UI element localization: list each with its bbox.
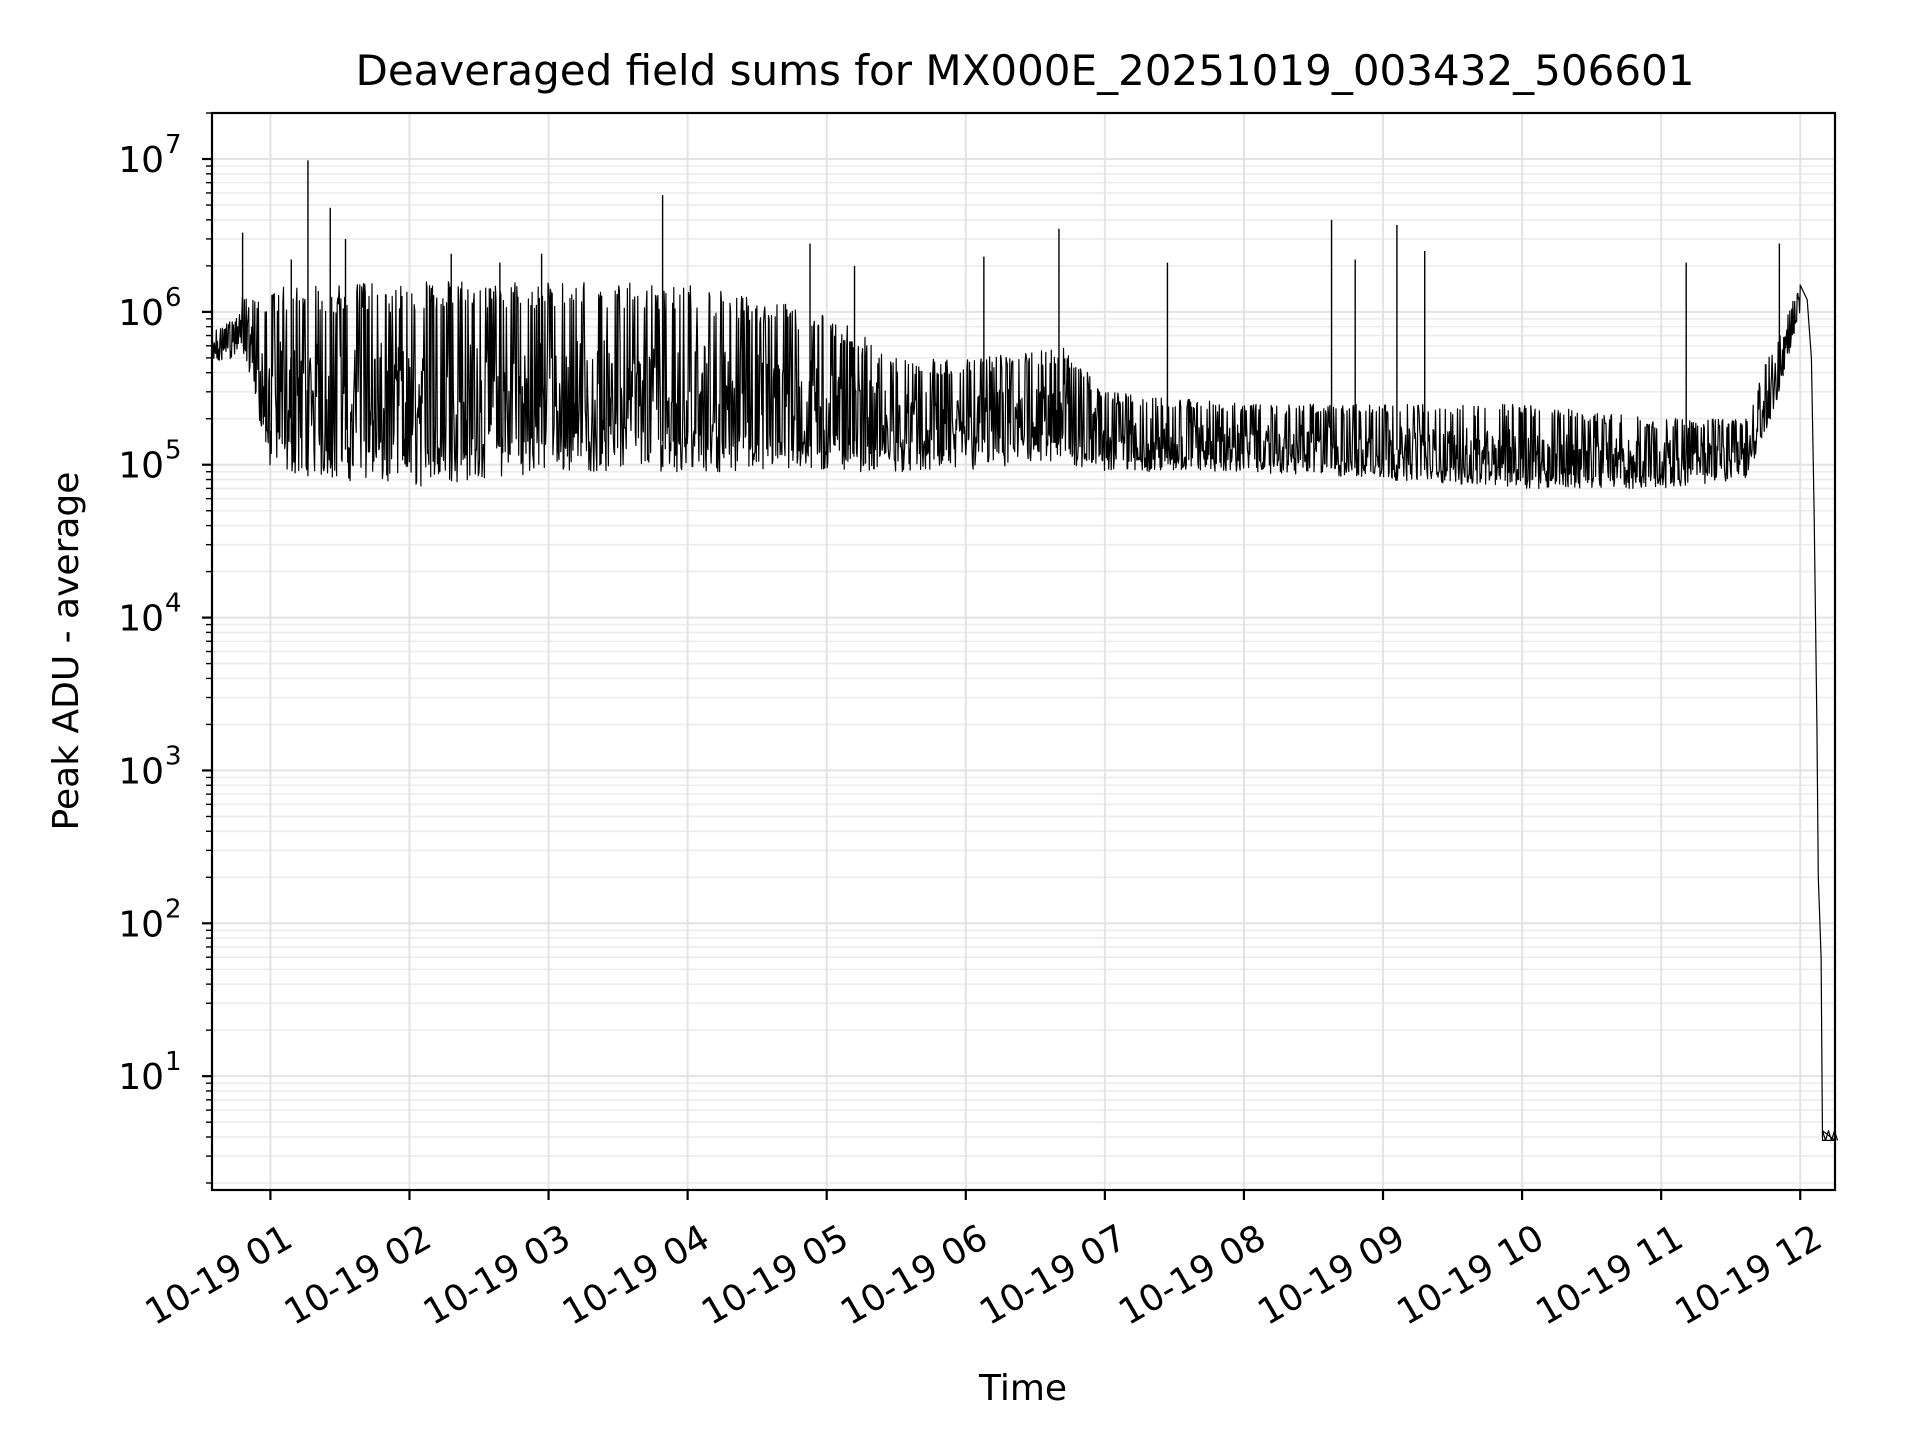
- y-axis-label: Peak ADU - average: [46, 472, 87, 831]
- y-tick-exponent: 4: [165, 589, 182, 619]
- y-tick-exponent: 1: [165, 1047, 182, 1077]
- series-line: [211, 281, 1839, 1141]
- y-tick-exponent: 3: [165, 741, 182, 771]
- y-tick-exponent: 2: [165, 894, 182, 924]
- y-tick-label: 10: [118, 140, 164, 181]
- series-layer: [211, 160, 1839, 1141]
- y-tick-exponent: 5: [165, 436, 182, 466]
- y-tick-label: 10: [118, 904, 164, 945]
- y-tick-label: 10: [118, 1057, 164, 1098]
- y-tick-exponent: 7: [165, 130, 182, 160]
- y-tick-label: 10: [118, 599, 164, 640]
- y-tick-label: 10: [118, 446, 164, 487]
- y-tick-exponent: 6: [165, 283, 182, 313]
- y-tick-label: 10: [118, 751, 164, 792]
- y-tick-label: 10: [118, 293, 164, 334]
- chart-title: Deaveraged field sums for MX000E_2025101…: [356, 46, 1695, 95]
- x-axis-label: Time: [978, 1368, 1067, 1409]
- minor-gridlines: [212, 112, 1835, 1184]
